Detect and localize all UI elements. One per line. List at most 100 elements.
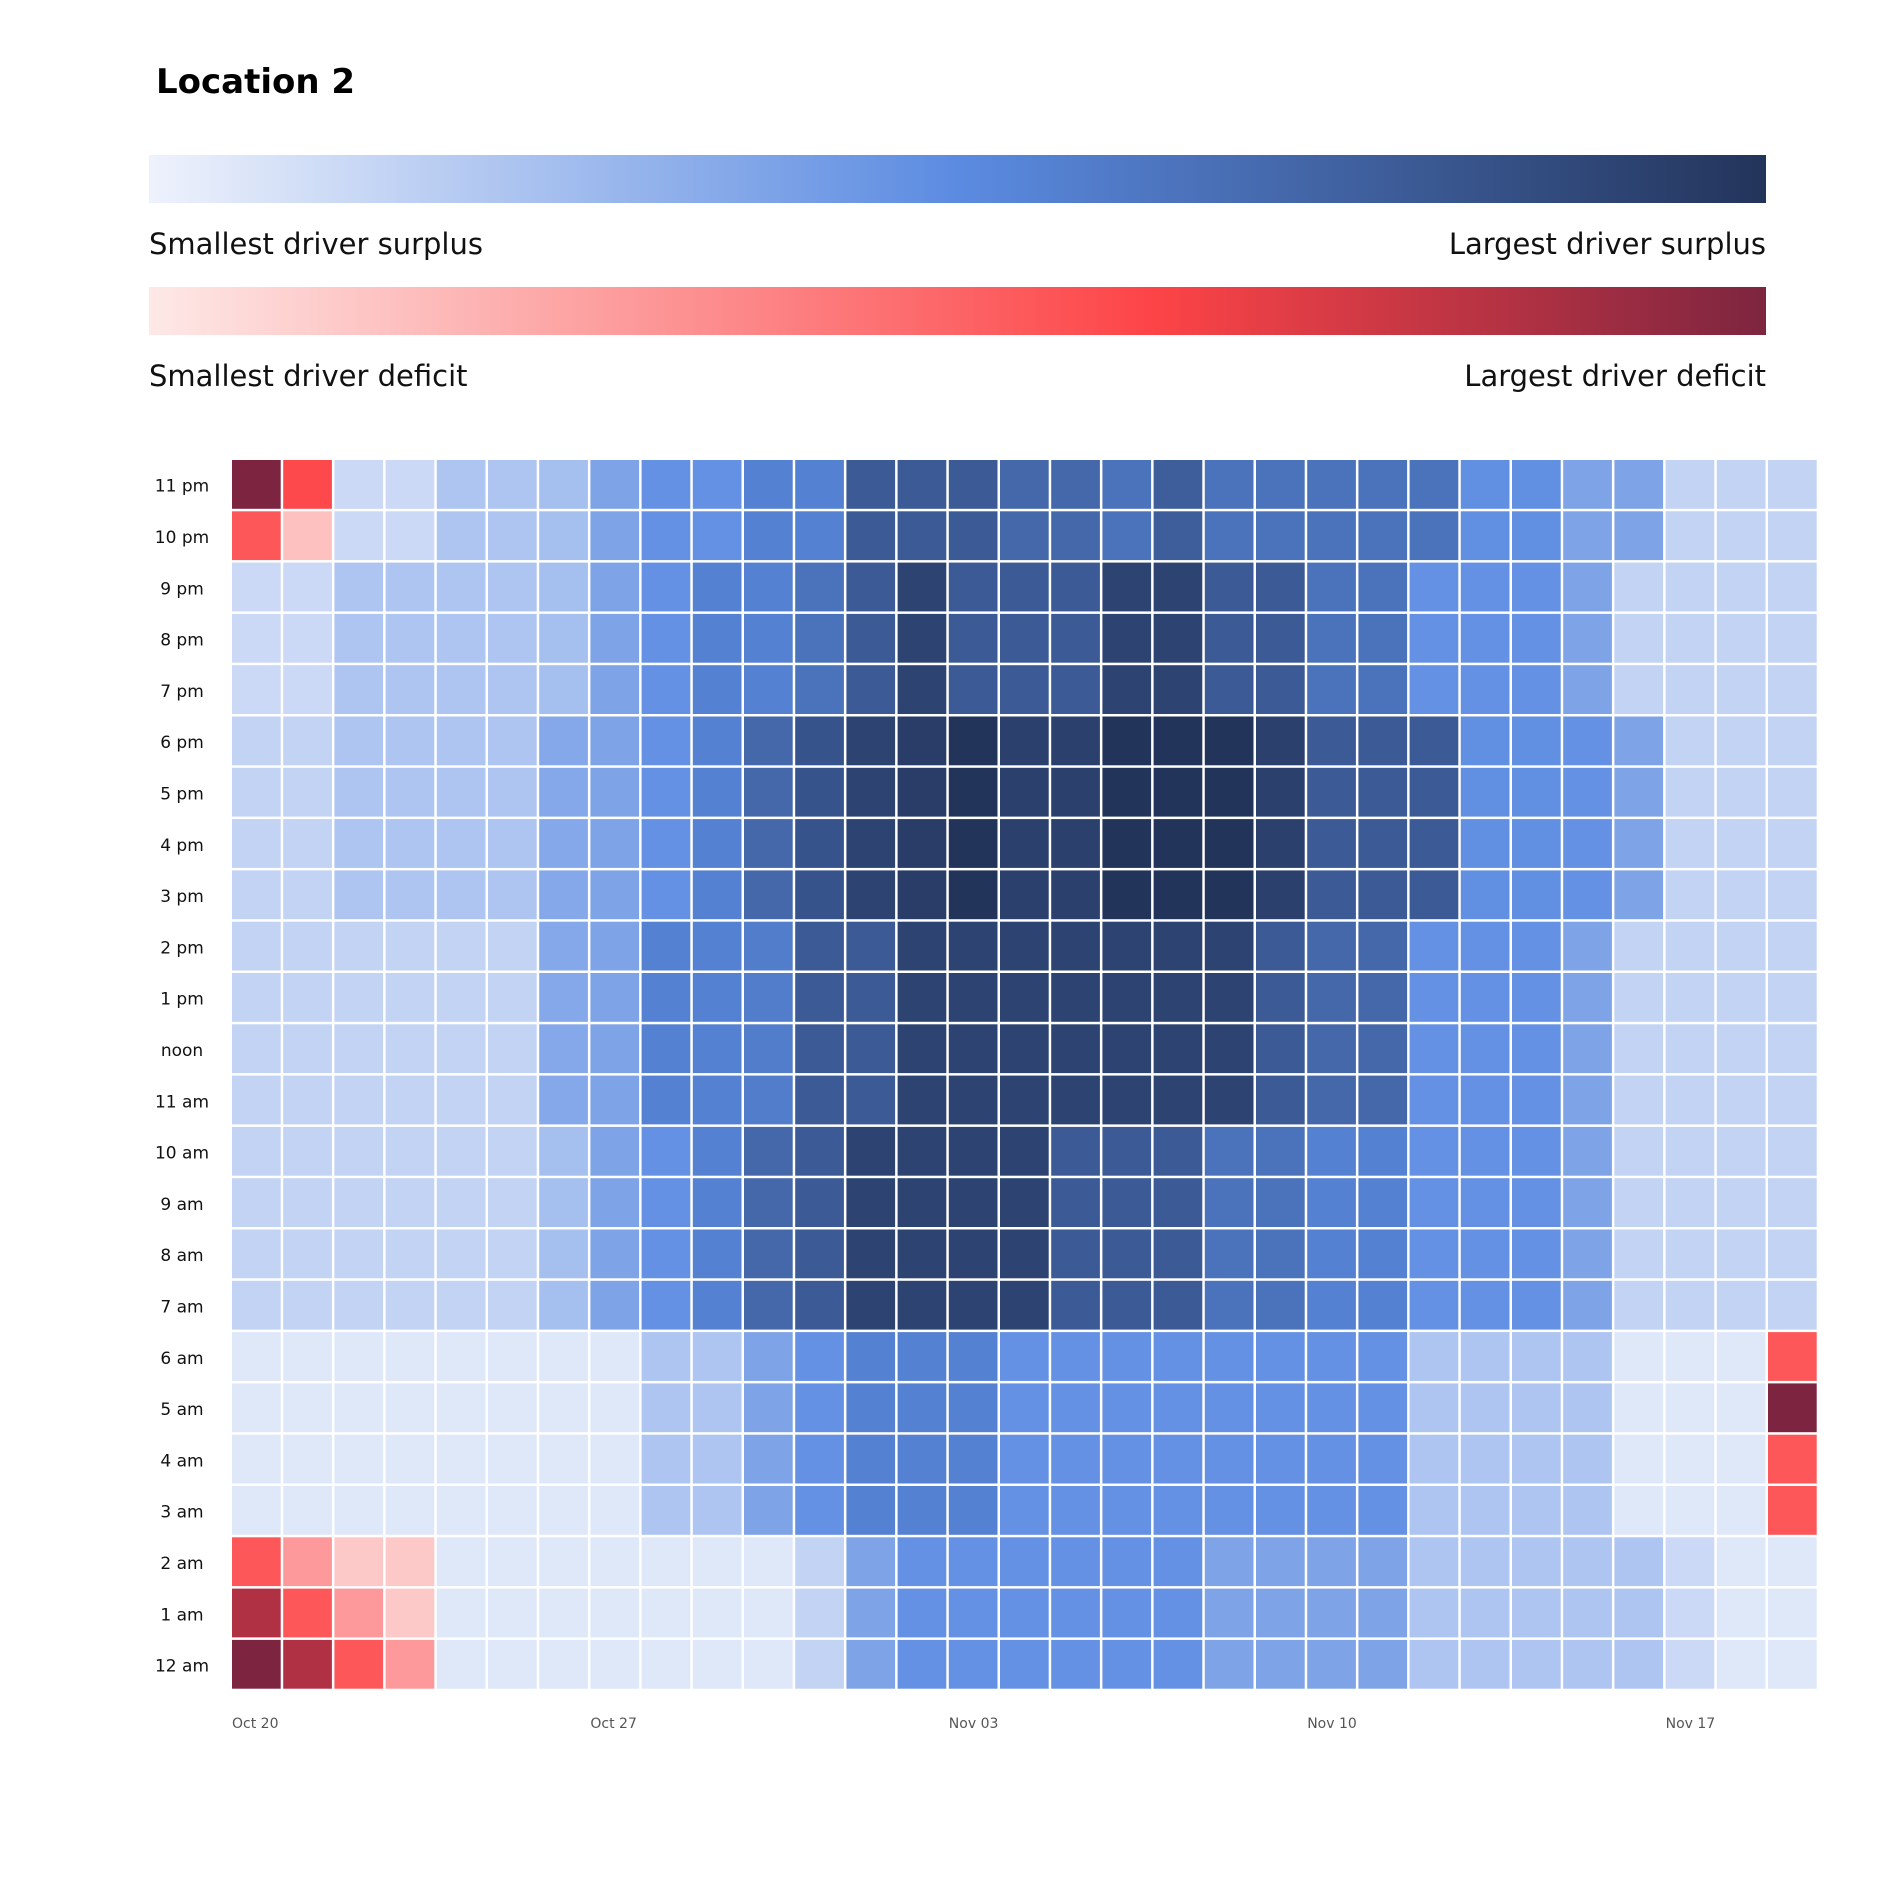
heatmap-cell <box>1563 1383 1612 1433</box>
heatmap-cell <box>744 665 793 714</box>
heatmap-cell <box>1665 1332 1715 1381</box>
heatmap-cell <box>1614 1639 1664 1689</box>
heatmap-cell <box>1614 1383 1664 1433</box>
heatmap-cell <box>334 460 384 509</box>
heatmap-cell <box>1051 1178 1100 1227</box>
heatmap-cell <box>1512 973 1561 1022</box>
heatmap-cell <box>232 613 281 663</box>
heatmap-cell <box>897 1537 947 1587</box>
x-tick-label: Oct 20 <box>232 1716 278 1732</box>
heatmap-cell <box>1051 460 1100 509</box>
heatmap-cell <box>436 665 486 714</box>
heatmap-cell <box>1665 973 1715 1022</box>
heatmap-cell <box>692 870 742 920</box>
heatmap-cell <box>744 511 793 561</box>
heatmap-cell <box>1358 1588 1408 1638</box>
heatmap-cell <box>334 1178 384 1227</box>
heatmap-cell <box>692 1280 742 1330</box>
heatmap-cell <box>1256 1229 1305 1279</box>
heatmap-cell <box>1307 562 1356 612</box>
heatmap-cell <box>436 562 486 612</box>
heatmap-cell <box>1563 767 1612 817</box>
y-tick-label: 3 am <box>160 1503 203 1523</box>
heatmap-cell <box>795 460 844 509</box>
heatmap-cell <box>1716 767 1766 817</box>
heatmap-cell <box>846 1434 896 1484</box>
y-tick-label: 3 pm <box>160 887 204 907</box>
heatmap-cell <box>1768 767 1817 817</box>
surplus-low-label: Smallest driver surplus <box>149 227 483 261</box>
heatmap-cell <box>590 1383 640 1433</box>
heatmap-cell <box>590 562 640 612</box>
heatmap-cell <box>1000 973 1049 1022</box>
heatmap-cell <box>1204 921 1254 971</box>
heatmap-cell <box>1307 973 1356 1022</box>
y-tick-label: 6 am <box>160 1349 203 1369</box>
heatmap-cell <box>641 1332 691 1381</box>
heatmap-cell <box>283 767 332 817</box>
heatmap-cell <box>385 870 435 920</box>
heatmap-cell <box>334 819 384 868</box>
heatmap-cell <box>795 1229 844 1279</box>
heatmap-cell <box>948 819 998 868</box>
heatmap-cell <box>539 1024 588 1074</box>
heatmap-cell <box>590 819 640 868</box>
heatmap-cell <box>1768 1537 1817 1587</box>
y-tick-label: 5 am <box>160 1400 203 1420</box>
heatmap-cell <box>846 1178 896 1227</box>
heatmap-cell <box>385 1229 435 1279</box>
heatmap-cell <box>1563 870 1612 920</box>
heatmap-cell <box>1460 1639 1510 1689</box>
heatmap-cell <box>1665 1588 1715 1638</box>
heatmap-cell <box>795 819 844 868</box>
heatmap-cell <box>1358 1383 1408 1433</box>
heatmap-cell <box>232 1126 281 1176</box>
heatmap-cell <box>897 870 947 920</box>
heatmap-cell <box>334 1229 384 1279</box>
heatmap-cell <box>1716 870 1766 920</box>
heatmap-cell <box>1563 1486 1612 1535</box>
heatmap-cell <box>1409 767 1459 817</box>
heatmap-cell <box>1358 1126 1408 1176</box>
heatmap-cell <box>641 1126 691 1176</box>
heatmap-cell <box>1358 1486 1408 1535</box>
heatmap-cell <box>1665 819 1715 868</box>
deficit-high-label: Largest driver deficit <box>1464 359 1766 393</box>
heatmap-cell <box>1358 511 1408 561</box>
heatmap-cell <box>1460 819 1510 868</box>
heatmap-cell <box>1614 613 1664 663</box>
heatmap-cell <box>1000 1332 1049 1381</box>
heatmap-cell <box>1716 1229 1766 1279</box>
heatmap-cell <box>539 973 588 1022</box>
heatmap-cell <box>1512 665 1561 714</box>
heatmap-cell <box>1768 819 1817 868</box>
heatmap-cell <box>232 819 281 868</box>
heatmap-cell <box>1716 511 1766 561</box>
heatmap-cell <box>436 819 486 868</box>
heatmap-cell <box>692 1024 742 1074</box>
heatmap-cell <box>1204 562 1254 612</box>
heatmap-cell <box>1051 1229 1100 1279</box>
heatmap-cell <box>1409 1126 1459 1176</box>
heatmap-cell <box>283 1639 332 1689</box>
heatmap-cell <box>1358 562 1408 612</box>
heatmap-cell <box>232 870 281 920</box>
heatmap-cell <box>897 767 947 817</box>
heatmap-cell <box>590 921 640 971</box>
heatmap-cell <box>1614 767 1664 817</box>
heatmap-cell <box>1204 716 1254 766</box>
heatmap-cell <box>590 1588 640 1638</box>
heatmap-cell <box>385 613 435 663</box>
heatmap-cell <box>1460 613 1510 663</box>
heatmap-cell <box>846 1486 896 1535</box>
heatmap-cell <box>1512 767 1561 817</box>
heatmap-cell <box>948 1588 998 1638</box>
heatmap-cell <box>1409 870 1459 920</box>
heatmap-cell <box>283 1126 332 1176</box>
heatmap-cell <box>1204 1588 1254 1638</box>
heatmap-cell <box>1460 1280 1510 1330</box>
heatmap-cell <box>1153 921 1203 971</box>
heatmap-cell <box>1204 1332 1254 1381</box>
heatmap-cell <box>1512 1639 1561 1689</box>
heatmap-cell <box>1153 716 1203 766</box>
